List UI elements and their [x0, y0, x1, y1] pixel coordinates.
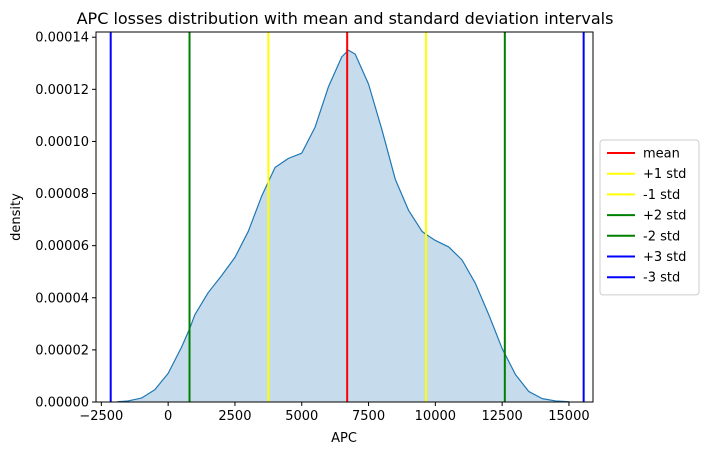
x-tick-label: 10000 — [415, 409, 456, 424]
legend-label: -3 std — [643, 271, 680, 286]
x-axis: −2500 0 2500 5000 7500 10000 12500 15000 — [79, 402, 590, 424]
plot-area — [109, 32, 585, 403]
x-tick-label: 7500 — [352, 409, 385, 424]
density-fill — [117, 50, 569, 402]
x-tick-label: 2500 — [218, 409, 251, 424]
y-tick-label: 0.00010 — [35, 135, 89, 150]
legend-label: +2 std — [643, 209, 686, 224]
x-tick-label: 12500 — [481, 409, 522, 424]
legend-label: -2 std — [643, 229, 680, 244]
legend-label: +1 std — [643, 167, 686, 182]
legend-label: +3 std — [643, 250, 686, 265]
plot-frame — [95, 31, 594, 403]
legend: mean +1 std -1 std +2 std -2 std +3 std -3 std — [599, 139, 700, 296]
x-axis-label: APC — [331, 431, 357, 446]
x-tick-label: 5000 — [285, 409, 318, 424]
y-tick-label: 0.00014 — [35, 31, 89, 46]
y-tick-label: 0.00012 — [35, 83, 89, 98]
y-axis: 0.00000 0.00002 0.00004 0.00006 0.00008 0.000… — [35, 31, 96, 411]
y-tick-label: 0.00008 — [35, 187, 89, 202]
y-tick-label: 0.00004 — [35, 291, 89, 306]
y-tick-label: 0.00002 — [35, 343, 89, 358]
x-tick-label: −2500 — [79, 409, 123, 424]
legend-label: -1 std — [643, 188, 680, 203]
chart-title: APC losses distribution with mean and st… — [77, 9, 614, 28]
legend-label: mean — [643, 147, 680, 162]
x-tick-label: 15000 — [548, 409, 589, 424]
x-tick-label: 0 — [164, 409, 172, 424]
y-tick-label: 0.00000 — [35, 396, 89, 411]
y-tick-label: 0.00006 — [35, 239, 89, 254]
y-axis-label: density — [9, 193, 24, 241]
